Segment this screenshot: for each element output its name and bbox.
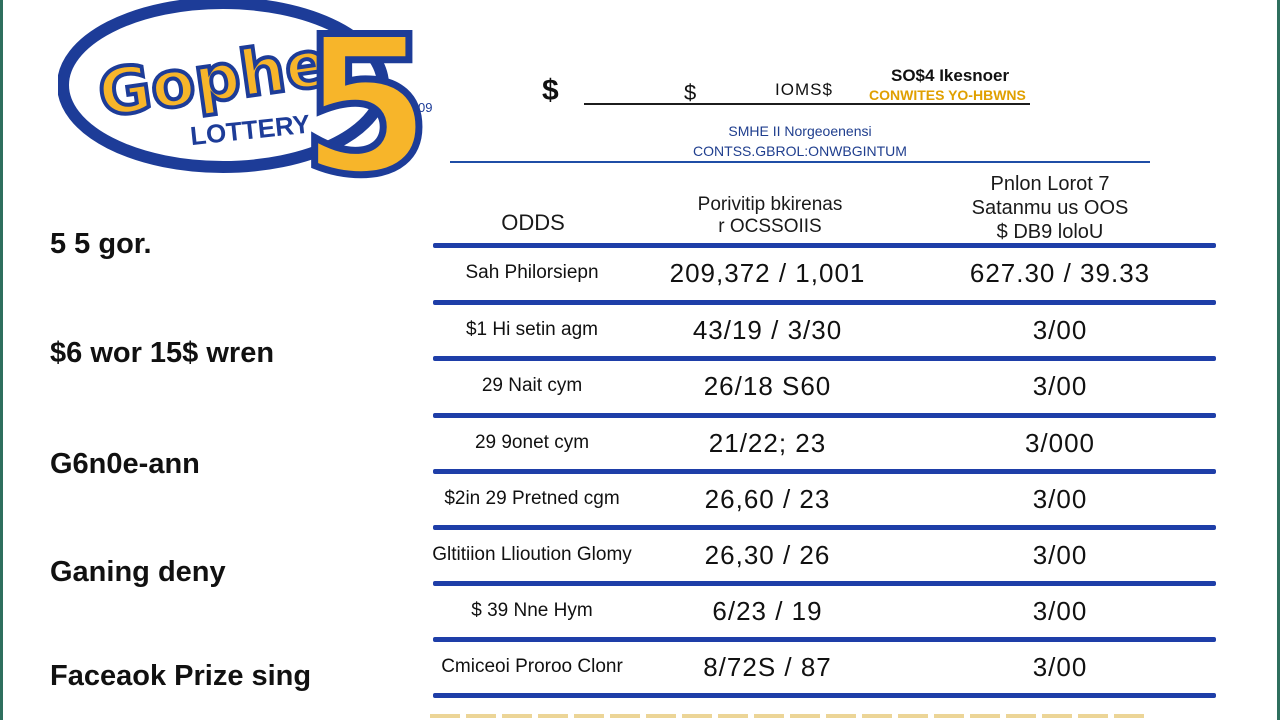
header-line xyxy=(584,103,1030,105)
table-rule xyxy=(433,637,1216,642)
row-prize: 3/00 xyxy=(1032,371,1088,401)
row-name: Sah Philorsiepn xyxy=(465,262,599,283)
logo-digit: 5 xyxy=(300,0,432,180)
table-row: 29 Nait cym 26/18 S60 3/00 xyxy=(400,361,1220,413)
table-row: Gltitiion Llioution Glomy 26,30 / 26 3/0… xyxy=(400,530,1220,582)
row-name: $2in 29 Pretned cgm xyxy=(444,488,620,509)
column-header-right: Pnlon Lorot 7 Satanmu us OOS $ DB9 loloU xyxy=(925,172,1175,244)
row-prize: 3/000 xyxy=(1024,428,1096,458)
row-prize: 3/00 xyxy=(1032,315,1088,345)
row-odds: 26,60 / 23 xyxy=(704,484,831,514)
row-name: $1 Hi setin agm xyxy=(465,319,598,340)
row-prize: 627.30 / 39.33 xyxy=(969,258,1151,288)
bottom-strip xyxy=(430,714,1150,718)
table-rule xyxy=(433,413,1216,418)
table-row: $2in 29 Pretned cgm 26,60 / 23 3/00 xyxy=(400,474,1220,526)
column-header-right-line1: Pnlon Lorot 7 xyxy=(990,173,1110,195)
left-label: Ganing deny xyxy=(50,556,226,588)
row-name: $ 39 Nne Hym xyxy=(471,600,593,621)
column-header-odds: ODDS xyxy=(501,210,565,235)
header-right-line1: SO$4 Ikesnoer xyxy=(891,66,1010,85)
table-rule xyxy=(433,300,1216,305)
left-label: $6 wor 15$ wren xyxy=(50,337,275,369)
column-header-middle: Porivitip bkirenas r OCSSOIIS xyxy=(660,194,880,238)
table-rule xyxy=(433,525,1216,530)
column-header-right-line3: $ DB9 loloU xyxy=(996,221,1104,243)
column-header-middle-line1: Porivitip bkirenas xyxy=(697,194,843,215)
row-odds: 43/19 / 3/30 xyxy=(692,315,843,345)
right-border xyxy=(1277,0,1280,720)
row-prize: 3/00 xyxy=(1032,484,1088,514)
left-border xyxy=(0,0,3,720)
row-prize: 3/00 xyxy=(1032,652,1088,682)
table-rule xyxy=(433,243,1216,248)
header-s: $ xyxy=(684,80,697,105)
row-prize: 3/00 xyxy=(1032,540,1088,570)
row-odds: 6/23 / 19 xyxy=(712,596,823,626)
row-odds: 209,372 / 1,001 xyxy=(669,258,866,288)
header-io: IOMS$ xyxy=(775,80,833,99)
subheading-rule xyxy=(450,161,1150,163)
row-name: 29 Nait cym xyxy=(481,375,583,396)
row-odds: 21/22; 23 xyxy=(708,428,827,458)
row-odds: 8/72S / 87 xyxy=(703,652,832,682)
table-rule xyxy=(433,693,1216,698)
table-row: $ 39 Nne Hym 6/23 / 19 3/00 xyxy=(400,586,1220,638)
left-label: G6n0e-ann xyxy=(50,448,200,480)
left-label: 5 5 gor. xyxy=(50,228,152,260)
subheading-line2: CONTSS.GBROL:ONWBGINTUM xyxy=(693,143,907,159)
header-right-line2: CONWITES YO-HBWNS xyxy=(869,87,1026,103)
gopher-lottery-logo-graphic: Gopher LOTTERY 5 09 xyxy=(58,0,436,180)
gopher-lottery-logo: Gopher LOTTERY 5 09 xyxy=(58,0,458,180)
row-name: Cmiceoi Proroo Clonr xyxy=(441,656,623,677)
subheading-line1: SMHE II Norgeoenensi xyxy=(728,123,872,139)
header-dollar: $ xyxy=(542,74,559,107)
table-row: 29 9onet cym 21/22; 23 3/000 xyxy=(400,418,1220,470)
column-header-right-line2: Satanmu us OOS xyxy=(971,197,1129,219)
row-name: 29 9onet cym xyxy=(474,432,590,453)
row-odds: 26/18 S60 xyxy=(703,371,832,401)
table-row: $1 Hi setin agm 43/19 / 3/30 3/00 xyxy=(400,305,1220,357)
table-rule xyxy=(433,581,1216,586)
row-odds: 26,30 / 26 xyxy=(704,540,831,570)
table-rule xyxy=(433,469,1216,474)
left-label: Faceaok Prize sing xyxy=(50,660,312,692)
table-row: Cmiceoi Proroo Clonr 8/72S / 87 3/00 xyxy=(400,642,1220,694)
table-row: Sah Philorsiepn 209,372 / 1,001 627.30 /… xyxy=(400,248,1220,300)
row-prize: 3/00 xyxy=(1032,596,1088,626)
row-name: Gltitiion Llioution Glomy xyxy=(432,544,632,565)
table-rule xyxy=(433,356,1216,361)
logo-mark: 09 xyxy=(418,100,432,115)
column-header-middle-line2: r OCSSOIIS xyxy=(718,216,822,237)
